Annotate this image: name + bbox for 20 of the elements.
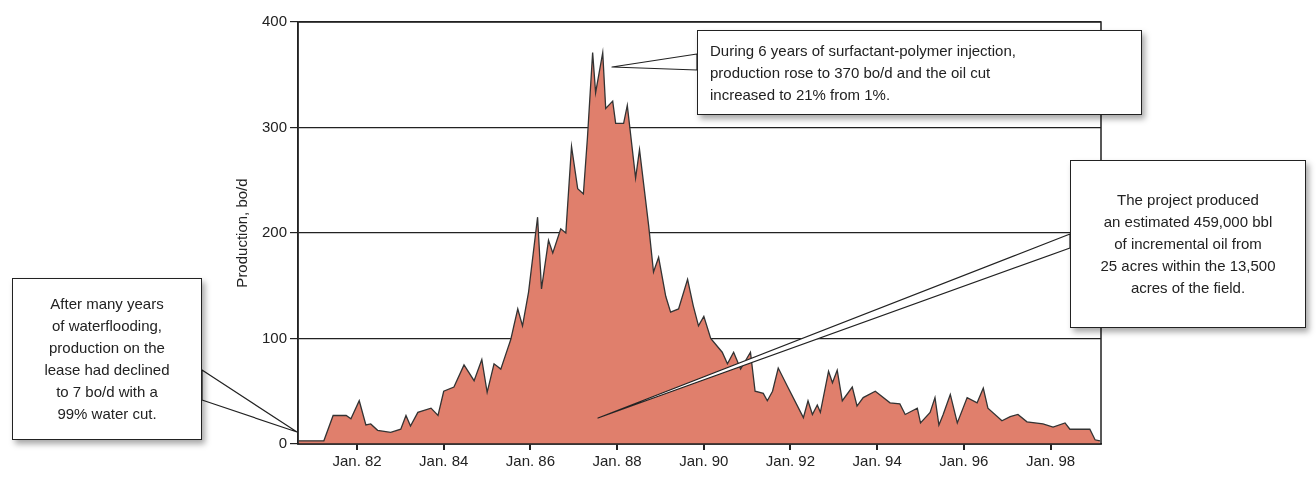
y-tick-label: 300 — [261, 117, 287, 135]
x-tick-label: Jan. 90 — [679, 452, 729, 470]
y-tick-label: 100 — [261, 328, 287, 346]
x-tick-label: Jan. 98 — [1025, 452, 1076, 470]
x-tick-label: Jan. 92 — [765, 452, 816, 470]
y-tick-label: 200 — [261, 223, 287, 241]
callout-box: After many years of waterflooding, production on the lease had declined to 7 bo/d with a 99% water cut. — [12, 278, 202, 440]
x-tick-label: Jan. 82 — [332, 452, 382, 470]
x-tick-label: Jan. 86 — [505, 452, 556, 470]
callout-box: The project produced an estimated 459,000 bbl of incremental oil from 25 acres within the 13,500 acres of the field. — [1070, 160, 1306, 328]
y-axis-title: Production, bo/d — [233, 178, 251, 288]
y-tick-label: 0 — [278, 434, 287, 452]
x-tick-label: Jan. 88 — [592, 452, 642, 470]
annotation: The project produced an estimated 459,000 bbl of incremental oil from 25 acres within the 13,500 acres of the field. — [1100, 190, 1276, 298]
callout-box: During 6 years of surfactant-polymer injection, production rose to 370 bo/d and the oil cut increased to 21% from 1%. — [697, 30, 1142, 115]
annotation: During 6 years of surfactant-polymer injection, production rose to 370 bo/d and the oil cut increased to 21% from 1%. — [710, 40, 1016, 105]
x-tick-label: Jan. 94 — [852, 452, 902, 470]
y-tick-label: 400 — [261, 12, 287, 30]
x-tick-label: Jan. 84 — [419, 452, 469, 470]
x-tick-label: Jan. 96 — [939, 452, 989, 470]
